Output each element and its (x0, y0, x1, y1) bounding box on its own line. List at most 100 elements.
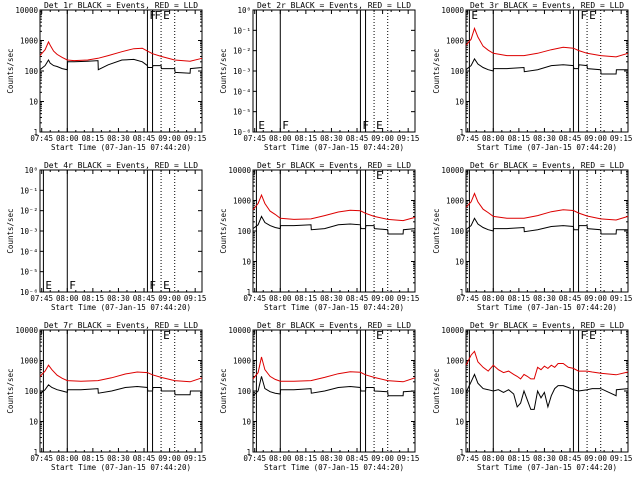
y-tick-label: 10⁻² (233, 47, 251, 56)
y-tick-label: 10 (455, 98, 465, 107)
panel-det-1: Det 1r BLACK = Events, RED = LLD 1 10 100 10… (6, 1, 206, 152)
x-tick-label: 08:45 (559, 294, 582, 303)
y-axis-label: Counts/sec (432, 208, 441, 253)
y-tick-label: 10000 (228, 326, 251, 335)
marker-flag-e: E (45, 279, 52, 292)
x-tick-label: 08:00 (269, 134, 292, 143)
lld-series-line (465, 192, 629, 221)
y-tick-label: 1000 (20, 357, 39, 366)
x-tick-label: 09:15 (397, 294, 420, 303)
x-tick-label: 08:45 (133, 454, 156, 463)
y-tick-label: 10000 (15, 6, 38, 15)
x-tick-label: 07:45 (243, 294, 266, 303)
x-axis-label: Start Time (07-Jan-15 07:44:20) (477, 463, 617, 472)
y-tick-label: 10 (455, 418, 465, 427)
y-tick-label: 10 (29, 418, 39, 427)
y-axis-label: Counts/sec (432, 368, 441, 413)
y-axis-label: Counts/sec (6, 368, 15, 413)
marker-flag-f: F (282, 119, 289, 132)
marker-flag-e: E (163, 329, 170, 342)
lld-series-line (465, 350, 629, 380)
panel-title: Det 4r BLACK = Events, RED = LLD (44, 161, 198, 170)
marker-flag-f: F (581, 9, 588, 22)
y-tick-label: 1000 (233, 197, 252, 206)
x-axis-label: Start Time (07-Jan-15 07:44:20) (264, 303, 404, 312)
marker-flag-e: E (471, 9, 478, 22)
x-axis-label: Start Time (07-Jan-15 07:44:20) (51, 143, 191, 152)
x-tick-label: 08:00 (56, 454, 79, 463)
y-axis-label: Counts/sec (219, 48, 228, 93)
y-tick-label: 10⁻⁵ (233, 108, 251, 117)
x-tick-label: 08:00 (482, 294, 505, 303)
x-tick-label: 07:45 (243, 454, 266, 463)
x-tick-label: 07:45 (243, 134, 266, 143)
y-tick-label: 100 (450, 387, 464, 396)
x-axis-label: Start Time (07-Jan-15 07:44:20) (51, 303, 191, 312)
events-series-line (39, 384, 202, 396)
x-tick-label: 08:30 (320, 454, 343, 463)
y-tick-label: 1000 (446, 37, 465, 46)
y-tick-label: 100 (237, 227, 251, 236)
y-tick-label: 1 (459, 128, 464, 137)
panel-det-8: Det 8r BLACK = Events, RED = LLD 1 10 100 10… (219, 321, 419, 472)
marker-flag-e: E (589, 9, 596, 22)
x-tick-label: 09:00 (158, 454, 181, 463)
marker-flag-e: E (376, 119, 383, 132)
y-tick-label: 10000 (15, 326, 38, 335)
x-tick-label: 08:15 (295, 134, 318, 143)
x-tick-label: 08:15 (295, 294, 318, 303)
y-tick-label: 10⁻¹ (20, 186, 38, 195)
plot-frame (465, 329, 629, 453)
events-series-line (465, 57, 628, 75)
y-tick-label: 100 (24, 67, 38, 76)
x-tick-label: 09:15 (184, 454, 207, 463)
y-axis-label: Counts/sec (432, 48, 441, 93)
panel-title: Det 1r BLACK = Events, RED = LLD (44, 1, 198, 10)
panel-det-7: Det 7r BLACK = Events, RED = LLD 1 10 100 10… (6, 321, 206, 472)
marker-flag-f: F (581, 329, 588, 342)
x-tick-label: 09:00 (371, 294, 394, 303)
y-tick-label: 10 (242, 258, 252, 267)
y-tick-label: 10000 (441, 326, 464, 335)
y-tick-label: 10000 (441, 6, 464, 15)
plot-frame (465, 169, 629, 293)
x-tick-label: 09:00 (158, 134, 181, 143)
x-tick-label: 08:15 (82, 454, 105, 463)
y-tick-label: 10⁰ (24, 166, 38, 175)
y-tick-label: 1 (459, 448, 464, 457)
y-tick-label: 10 (29, 98, 39, 107)
x-tick-label: 08:15 (295, 454, 318, 463)
x-tick-label: 07:45 (456, 294, 479, 303)
x-tick-label: 09:15 (184, 134, 207, 143)
lld-series-line (39, 364, 203, 383)
x-tick-label: 09:00 (371, 134, 394, 143)
y-tick-label: 100 (237, 387, 251, 396)
events-series-line (39, 58, 203, 74)
plot-frame (252, 169, 416, 293)
lld-series-line (39, 40, 203, 62)
x-tick-label: 09:00 (371, 454, 394, 463)
x-tick-label: 07:45 (30, 454, 53, 463)
plot-frame (252, 9, 416, 133)
y-tick-label: 1 (246, 288, 251, 297)
y-tick-label: 1 (459, 288, 464, 297)
x-tick-label: 08:45 (346, 294, 369, 303)
x-tick-label: 09:15 (610, 294, 633, 303)
y-tick-label: 10 (242, 418, 252, 427)
marker-flag-e: E (163, 9, 170, 22)
x-tick-label: 09:15 (397, 454, 420, 463)
y-tick-label: 10⁻² (20, 207, 38, 216)
lld-series-line (252, 193, 416, 222)
y-tick-label: 10⁻⁴ (20, 247, 38, 256)
plot-frame (252, 329, 416, 453)
panel-title: Det 8r BLACK = Events, RED = LLD (257, 321, 411, 330)
marker-flag-e: E (589, 329, 596, 342)
panel-det-4: Det 4r BLACK = Events, RED = LLD 10⁻⁶ 10⁻⁵… (6, 161, 206, 312)
x-tick-label: 08:30 (533, 294, 556, 303)
y-tick-label: 10⁻³ (233, 67, 251, 76)
y-tick-label: 1 (33, 448, 38, 457)
y-tick-label: 10⁻⁴ (233, 87, 251, 96)
marker-flag-e: E (376, 329, 383, 342)
x-tick-label: 08:15 (82, 134, 105, 143)
